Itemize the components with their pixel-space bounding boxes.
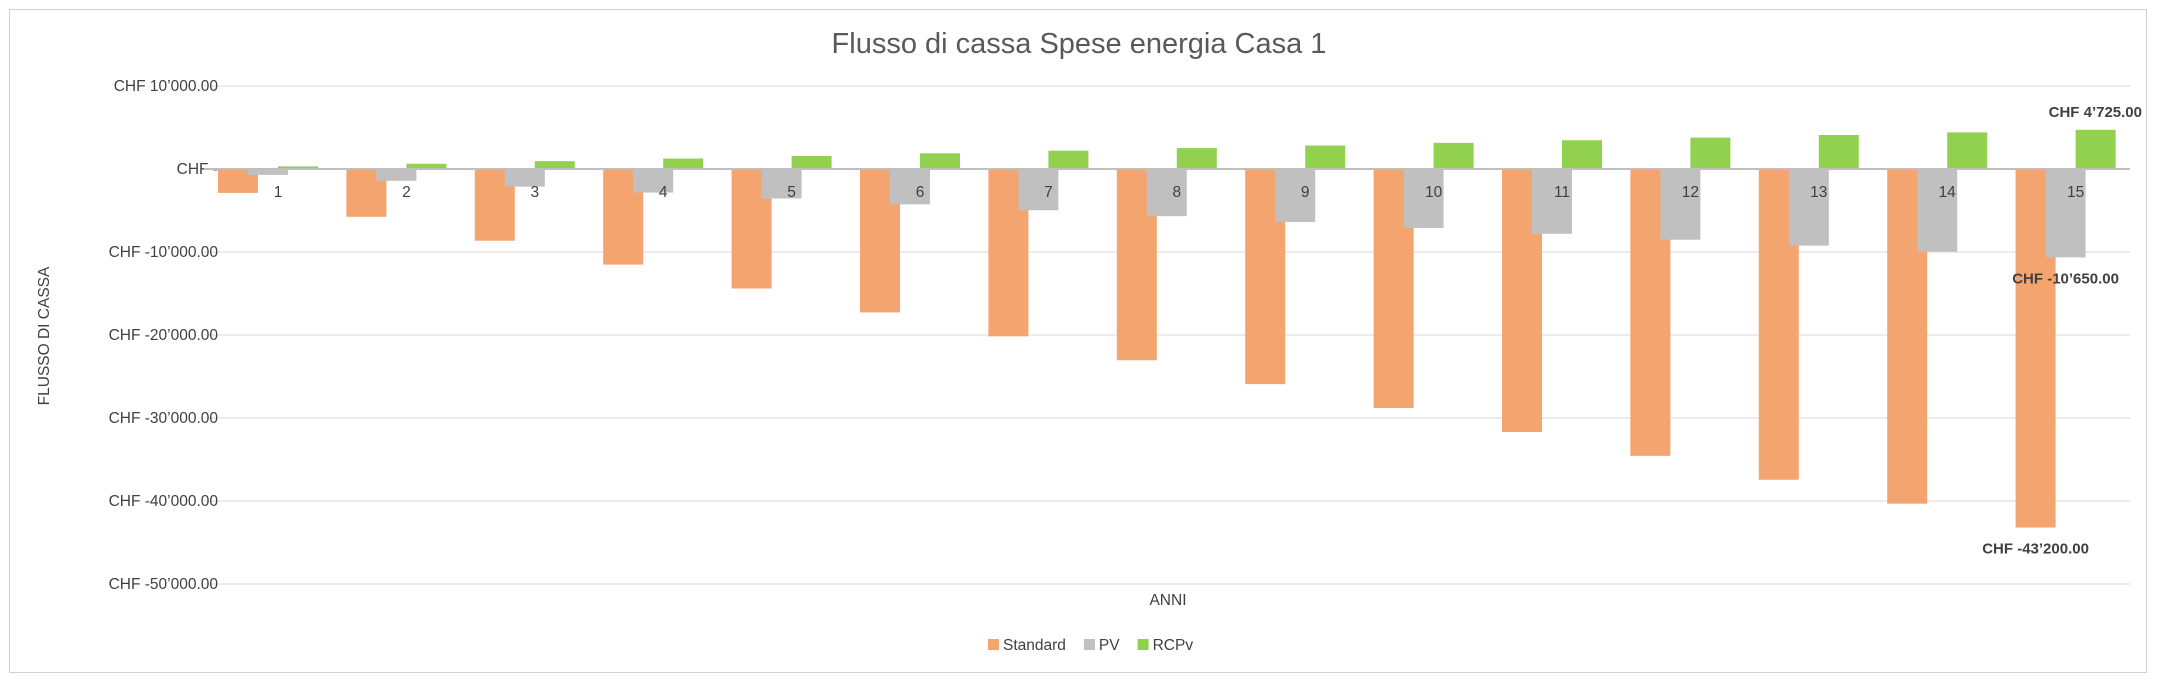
bar-pv — [1532, 169, 1572, 234]
bar-rcpv — [663, 158, 704, 169]
chart-title: Flusso di cassa Spese energia Casa 1 — [832, 28, 1327, 60]
bar-pv — [890, 169, 930, 205]
bar-pv — [2045, 169, 2086, 258]
bar-rcpv — [1048, 150, 1089, 169]
legend-swatch — [988, 639, 999, 650]
data-label: CHF -10’650.00 — [2012, 270, 2119, 287]
category-label: 11 — [1554, 184, 1570, 201]
bar-rcpv — [1690, 137, 1731, 169]
category-label: 7 — [1044, 184, 1053, 201]
y-tick-label: CHF - — [177, 161, 218, 178]
category-label: 3 — [530, 184, 539, 201]
y-tick-label: CHF -40’000.00 — [109, 493, 219, 510]
bar-rcpv — [1818, 135, 1859, 169]
category-label: 5 — [787, 184, 796, 201]
y-tick-label: CHF 10’000.00 — [114, 78, 219, 95]
category-label: 10 — [1425, 184, 1443, 201]
bar-pv — [1788, 169, 1829, 246]
category-label: 8 — [1172, 184, 1181, 201]
y-axis-title: FLUSSO DI CASSA — [36, 266, 53, 405]
y-tick-label: CHF -30’000.00 — [109, 410, 219, 427]
y-tick-label: CHF -50’000.00 — [109, 576, 219, 593]
bar-standard — [218, 169, 258, 193]
bar-rcpv — [2075, 129, 2116, 169]
legend: Standard PV RCPv — [988, 637, 1193, 654]
category-label: 14 — [1939, 184, 1957, 201]
bar-pv — [1275, 169, 1316, 223]
legend-swatch — [1083, 639, 1095, 650]
legend-label: PV — [1099, 637, 1120, 654]
bar-pv — [1018, 169, 1059, 211]
bar-pv — [376, 169, 417, 181]
y-axis-ticks: CHF 10’000.00 CHF - CHF -10’000.00 CHF -20’… — [109, 78, 219, 593]
bar-pv — [633, 169, 674, 193]
bars — [218, 129, 2116, 528]
legend-label: Standard — [1003, 637, 1066, 654]
category-label: 2 — [402, 184, 411, 201]
category-label: 15 — [2067, 184, 2084, 201]
bar-pv — [761, 169, 802, 199]
category-label: 6 — [916, 184, 925, 201]
bar-rcpv — [791, 155, 832, 169]
bar-pv — [504, 169, 545, 187]
y-tick-label: CHF -20’000.00 — [109, 327, 219, 344]
bar-rcpv — [1433, 142, 1474, 169]
bar-pv — [1917, 169, 1958, 252]
bar-rcpv — [1305, 145, 1346, 169]
category-label: 13 — [1810, 184, 1827, 201]
legend-swatch — [1137, 639, 1149, 650]
category-label: 4 — [659, 184, 668, 201]
data-label: CHF 4’725.00 — [2049, 104, 2142, 121]
bar-rcpv — [1947, 132, 1988, 169]
bar-pv — [248, 169, 288, 175]
bar-pv — [1403, 169, 1444, 228]
data-labels: CHF 4’725.00 CHF -10’650.00 CHF -43’200.00 — [1982, 104, 2142, 558]
x-axis-title: ANNI — [1149, 592, 1186, 609]
bar-rcpv — [1176, 148, 1217, 169]
bar-pv — [1660, 169, 1701, 240]
category-label: 1 — [274, 184, 283, 201]
y-tick-label: CHF -10’000.00 — [109, 244, 219, 261]
category-label: 9 — [1301, 184, 1310, 201]
category-labels: 1 2 3 4 5 6 7 8 9 10 11 12 13 14 15 — [274, 184, 2085, 201]
category-label: 12 — [1682, 184, 1699, 201]
bar-rcpv — [278, 166, 318, 169]
bar-rcpv — [406, 163, 447, 169]
bar-rcpv — [920, 153, 960, 169]
bar-rcpv — [1562, 140, 1602, 169]
data-label: CHF -43’200.00 — [1982, 541, 2089, 558]
legend-label: RCPv — [1153, 637, 1194, 654]
bar-rcpv — [534, 161, 575, 169]
gridlines — [204, 85, 2130, 585]
bar-pv — [1146, 169, 1187, 217]
